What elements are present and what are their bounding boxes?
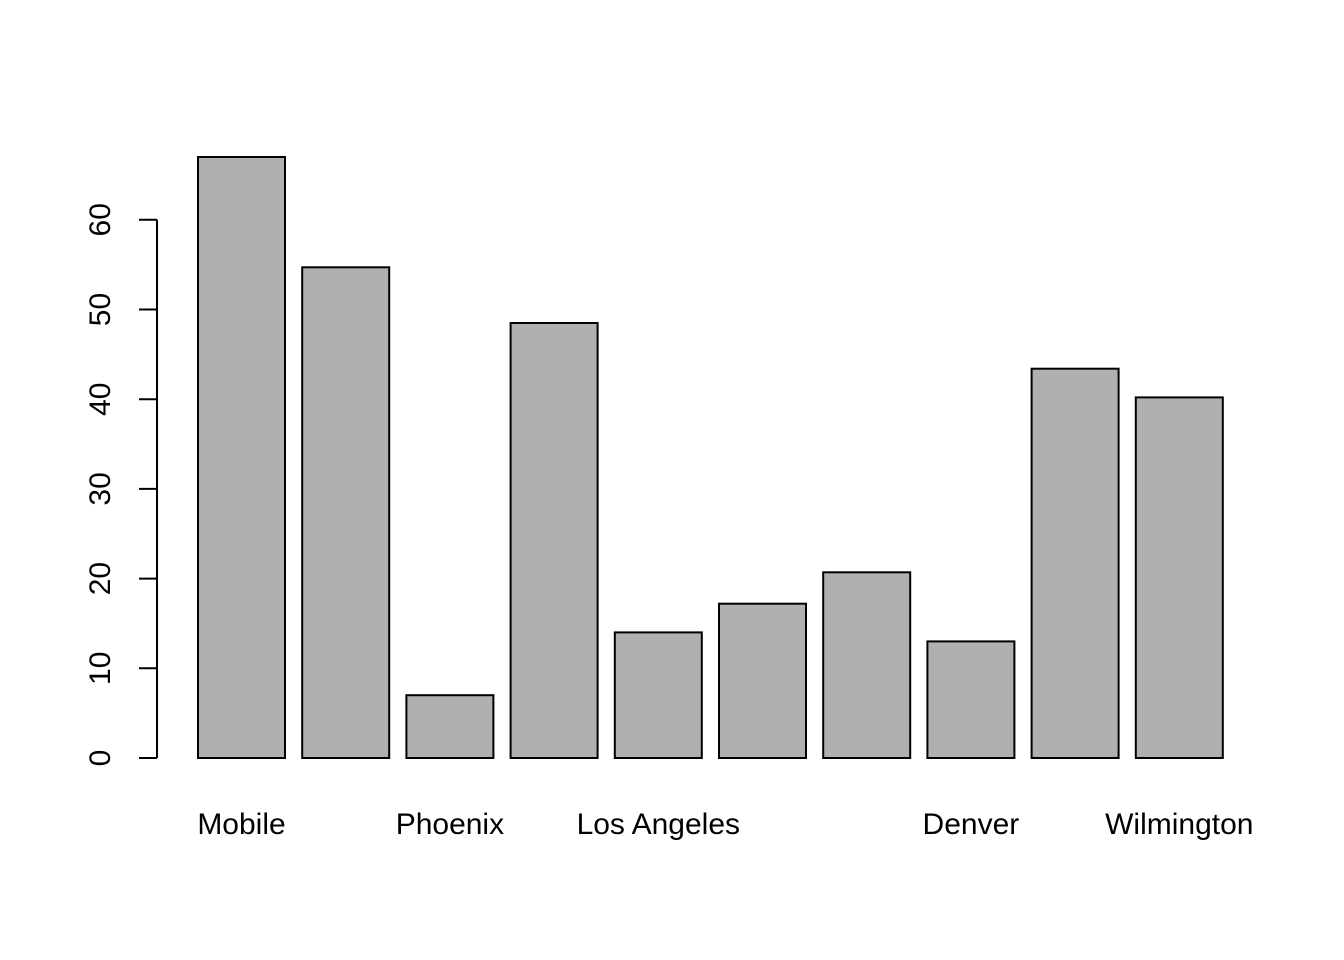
bar-6 bbox=[718, 602, 807, 760]
bar-9 bbox=[1030, 367, 1120, 759]
x-tick-label: Phoenix bbox=[396, 808, 504, 841]
y-tick-label: 40 bbox=[84, 383, 117, 416]
bar-8 bbox=[926, 640, 1016, 760]
bar-2 bbox=[301, 266, 391, 759]
bar-5 bbox=[613, 631, 703, 760]
y-tick-label: 0 bbox=[84, 750, 117, 767]
bar-3 bbox=[405, 694, 495, 760]
bar-7 bbox=[822, 571, 912, 759]
x-tick-label: Denver bbox=[923, 808, 1020, 841]
y-axis: 0 10 20 30 40 50 60 bbox=[84, 203, 158, 767]
y-tick-label: 10 bbox=[84, 652, 117, 685]
bar-1 bbox=[197, 156, 286, 759]
y-tick-label: 60 bbox=[84, 203, 117, 236]
x-tick-label: Mobile bbox=[197, 808, 285, 841]
x-tick-label: Los Angeles bbox=[577, 808, 740, 841]
bar-4 bbox=[509, 322, 599, 759]
x-axis-labels: Mobile Phoenix Los Angeles Denver Wilmington bbox=[197, 808, 1253, 841]
y-tick-label: 50 bbox=[84, 293, 117, 326]
bar-10 bbox=[1134, 396, 1224, 759]
y-tick-label: 30 bbox=[84, 472, 117, 505]
bars-group bbox=[197, 156, 1224, 760]
x-tick-label: Wilmington bbox=[1105, 808, 1253, 841]
y-tick-label: 20 bbox=[84, 562, 117, 595]
